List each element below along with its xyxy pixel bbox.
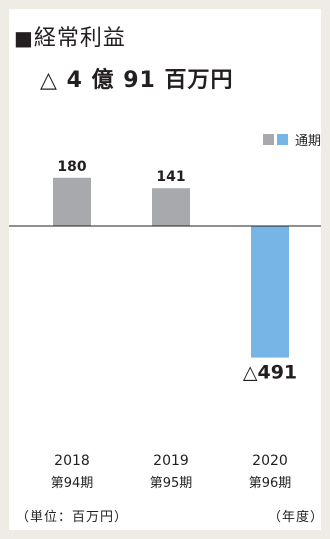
bar-2020 bbox=[251, 226, 289, 358]
period-label-2018: 第94期 bbox=[51, 476, 94, 491]
value-label-2019: 141 bbox=[156, 169, 185, 185]
tick-label-2019: 2019 bbox=[153, 453, 189, 469]
legend-swatch-gray bbox=[262, 134, 274, 145]
legend-swatch-blue bbox=[276, 134, 288, 145]
unit-label: （単位：百万円） bbox=[16, 510, 129, 525]
value-label-2020: △491 bbox=[243, 362, 297, 384]
tick-label-2020: 2020 bbox=[252, 453, 288, 469]
title-square-icon: ■ bbox=[14, 26, 34, 50]
legend-label: 通期 bbox=[294, 134, 321, 149]
bar-2019 bbox=[152, 188, 190, 226]
tick-label-2018: 2018 bbox=[54, 453, 90, 469]
headline-value: △ 4 億 91 百万円 bbox=[40, 68, 234, 93]
bar-2018 bbox=[53, 177, 91, 226]
axis-unit-label: （年度） bbox=[267, 510, 324, 525]
legend: 通期 bbox=[262, 130, 321, 149]
title-text: 経常利益 bbox=[33, 26, 126, 51]
chart-title: ■経常利益 bbox=[14, 20, 126, 52]
period-label-2019: 第95期 bbox=[150, 476, 193, 491]
value-label-2018: 180 bbox=[57, 159, 86, 175]
period-label-2020: 第96期 bbox=[249, 476, 292, 491]
